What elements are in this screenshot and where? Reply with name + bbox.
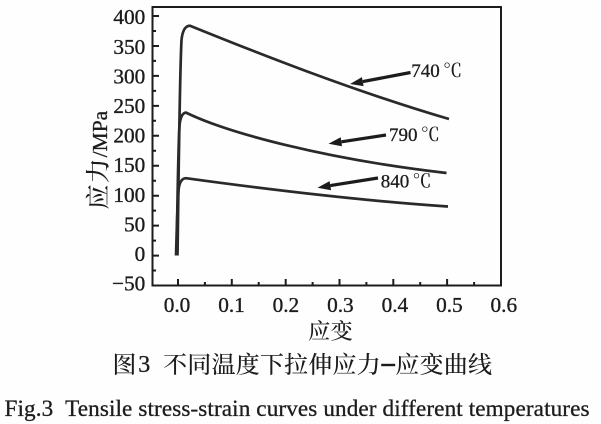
svg-text:Fig.3 Tensile stress-strain c: Fig.3 Tensile stress-strain curves under… xyxy=(5,396,590,422)
svg-text:−50: −50 xyxy=(112,272,145,296)
svg-text:0.4: 0.4 xyxy=(382,293,409,317)
svg-text:840: 840 xyxy=(381,172,410,193)
svg-text:50: 50 xyxy=(124,212,145,236)
svg-text:0.1: 0.1 xyxy=(218,293,245,317)
svg-text:0: 0 xyxy=(135,242,146,266)
svg-text:250: 250 xyxy=(113,94,145,118)
svg-text:0.2: 0.2 xyxy=(273,293,300,317)
svg-text:0.0: 0.0 xyxy=(164,293,191,317)
svg-text:100: 100 xyxy=(113,183,145,207)
svg-text:790: 790 xyxy=(389,125,418,146)
svg-text:0.3: 0.3 xyxy=(327,293,354,317)
svg-text:150: 150 xyxy=(113,153,145,177)
svg-text:0.5: 0.5 xyxy=(436,293,463,317)
svg-text:400: 400 xyxy=(113,5,145,29)
svg-text:/MPa: /MPa xyxy=(88,110,112,157)
svg-text:300: 300 xyxy=(113,64,145,88)
svg-text:740: 740 xyxy=(411,61,440,82)
svg-text:3: 3 xyxy=(138,352,150,378)
svg-text:0.6: 0.6 xyxy=(490,293,517,317)
svg-text:350: 350 xyxy=(113,35,145,59)
svg-text:200: 200 xyxy=(113,124,145,148)
